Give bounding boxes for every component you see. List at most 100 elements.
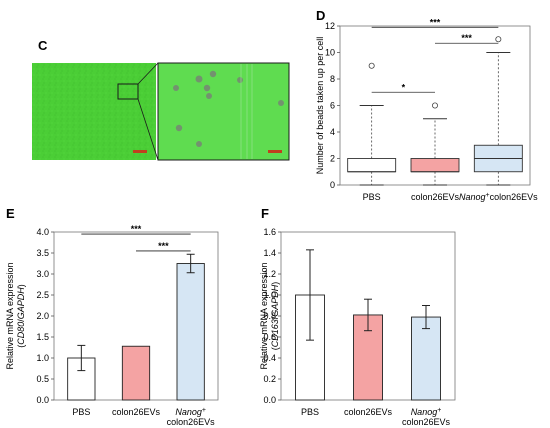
zoom-connector-top [137,62,159,85]
micrograph-overview [32,63,156,160]
y-label-paren-open: ( [16,345,26,348]
x-tick-label-superscript: + [202,407,206,414]
significance-label: *** [430,17,441,27]
y-label-slash: / [16,319,26,322]
x-tick-label-text: colon26EVs [411,192,460,202]
x-tick-label-line2: colon26EVs [402,417,451,427]
y-tick-label: 1.2 [263,269,276,279]
y-tick-label: 0.8 [263,311,276,321]
scale-bar-overview [133,150,147,153]
x-tick-label: Nanog+ [411,407,442,417]
x-tick-label-text: PBS [363,192,381,202]
micrograph-zoom [157,62,290,161]
y-tick-label: 3.5 [36,248,49,258]
y-tick-label: 3.0 [36,269,49,279]
y-axis-label-line1: Relative mRNA expression [259,262,269,369]
significance-label: *** [461,33,472,43]
panel-c-letter: C [38,38,48,53]
x-tick-label-text: colon26EVs [344,407,393,417]
outlier-point [495,36,502,43]
y-tick-label-d: 12 [325,21,335,31]
y-tick-label: 2.5 [36,290,49,300]
y-tick-label-d: 0 [330,180,335,190]
y-tick-label: 0.2 [263,374,276,384]
panel-c: C [32,38,290,161]
outlier-point [368,62,375,69]
y-tick-label: 0.0 [36,395,49,405]
y-label-paren-open: ( [270,347,280,350]
x-tick-label-text: PBS [301,407,319,417]
y-tick-label: 1.0 [263,290,276,300]
x-tick-label-superscript: + [437,407,441,414]
y-tick-label-d: 10 [325,48,335,58]
y-tick-label-d: 4 [330,127,335,137]
y-tick-label-d: 8 [330,74,335,84]
y-tick-label: 0.5 [36,374,49,384]
x-tick-label: PBS [301,407,319,417]
bead [195,75,203,83]
x-tick-label-text: colon26EVs [112,407,161,417]
box [347,158,397,173]
x-tick-label: PBS [72,407,90,417]
box [410,158,460,173]
y-label-slash: / [270,316,280,319]
y-label-gene: CD80 [16,322,26,345]
x-tick-label-gene: Nanog [459,192,486,202]
x-tick-label-d: Nanog+colon26EVs [459,192,538,202]
y-tick-label: 0.4 [263,353,276,363]
significance-label: * [402,82,406,92]
x-tick-label: Nanog+ [175,407,206,417]
y-tick-label: 2.0 [36,311,49,321]
bead [173,85,179,91]
significance-label: *** [158,241,169,251]
y-axis-label-line2: (CD80/GAPDH) [16,284,26,348]
y-tick-label: 1.6 [263,227,276,237]
y-tick-label: 1.5 [36,332,49,342]
y-label-paren-close: ) [270,282,280,285]
x-tick-label-d: PBS [363,192,381,202]
chart-f: 0.0 0.2 0.4 0.6 0.8 1.0 1.2 1.4 1.6 Relative mRNA… [259,227,456,427]
significance-label: *** [131,224,142,234]
bar [176,263,205,401]
y-tick-label: 1.4 [263,248,276,258]
y-tick-label: 1.0 [36,353,49,363]
panel-f-letter: F [261,206,269,221]
y-tick-label: 0.6 [263,332,276,342]
scale-bar-zoom [268,150,282,153]
y-tick-label-d: 2 [330,154,335,164]
y-label-reference-gene: GAPDH [270,284,280,317]
micrograph-overview-tint [32,63,156,160]
y-tick-label-d: 6 [330,101,335,111]
y-axis-label-line1: Relative mRNA expression [5,262,15,369]
bead [237,77,243,83]
y-tick-label: 4.0 [36,227,49,237]
x-tick-label: colon26EVs [344,407,393,417]
x-tick-label-gene: Nanog [411,407,438,417]
x-tick-label: colon26EVs [112,407,161,417]
bead [278,100,284,106]
bead [175,124,183,132]
bar [121,345,151,401]
zoom-connector-bottom [137,98,159,161]
y-axis-label-line2: (CD163/GAPDH) [270,282,280,351]
y-axis-label-d: Number of beads taken up per cell [315,37,325,175]
bead [196,141,202,147]
image-streaks [240,64,253,159]
bar [411,316,441,401]
x-tick-label-gene: Nanog [175,407,202,417]
y-label-paren-close: ) [16,284,26,287]
panel-e-letter: E [6,206,15,221]
chart-e: 0.0 0.5 1.0 1.5 2.0 2.5 3.0 3.5 4.0 Relative mRNA… [5,224,219,427]
bead [209,70,217,78]
bead [203,84,211,92]
y-label-reference-gene: GAPDH [16,287,26,320]
beads [173,70,284,147]
zoom-region-box [117,83,139,100]
x-tick-label-line2: colon26EVs [167,417,216,427]
outlier-point [431,102,438,109]
y-label-gene: CD163 [270,319,280,347]
x-tick-label-text: PBS [72,407,90,417]
x-tick-label-superscript: + [486,192,490,199]
bead [206,93,212,99]
